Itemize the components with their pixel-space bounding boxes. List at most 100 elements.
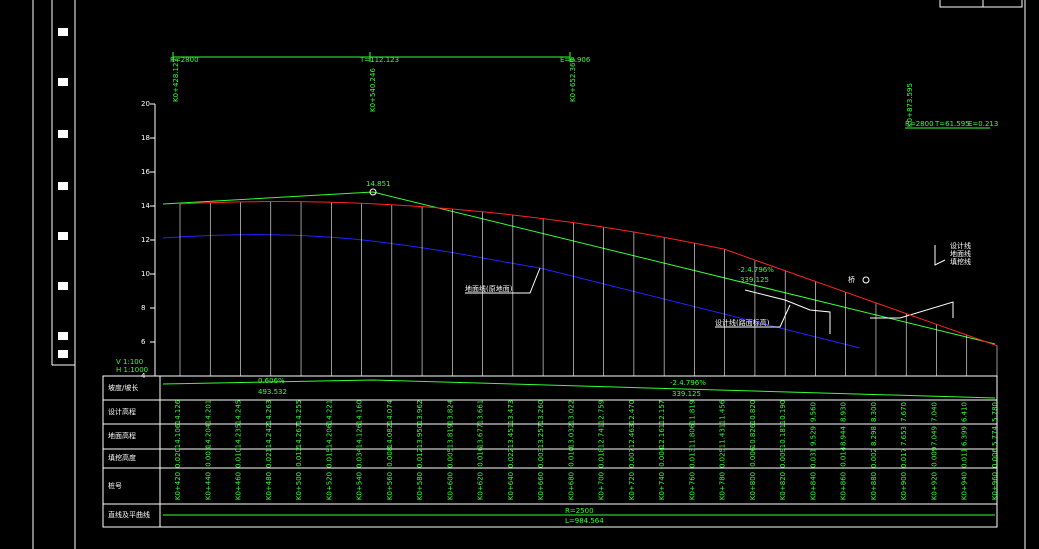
design-elevation: 13.661: [477, 400, 485, 425]
row-header: 坡度/坡长: [108, 383, 138, 392]
ground-elevation: 13.032: [567, 424, 575, 449]
station: K0+460: [235, 472, 243, 500]
fill-height: 0.010: [235, 448, 243, 468]
ground-elevation: 12.161: [658, 424, 666, 449]
ground-elevation: 11.431: [719, 424, 727, 449]
curve-text: T=61.595: [934, 120, 970, 128]
fill-height: 0.012: [416, 448, 424, 468]
scale-note: V 1:100: [116, 358, 143, 366]
grade: -2.4.796%: [670, 379, 706, 387]
alignment: L=984.564: [565, 517, 604, 525]
design-elevation: 6.410: [961, 402, 969, 422]
ground-detail: [744, 289, 831, 334]
station: K0+960: [991, 472, 999, 500]
axis-label: 12: [141, 236, 150, 244]
alignment: R=2500: [565, 507, 594, 515]
fill-height: 0.005: [446, 448, 454, 468]
fill-height: -0.012: [295, 447, 303, 470]
ground-elevation: 14.242: [265, 424, 273, 449]
design-elevation: 13.473: [507, 400, 515, 425]
ground-elevation: 7.653: [900, 426, 908, 446]
annotation: 339.125: [740, 276, 769, 284]
curve-text: R=2800: [170, 56, 199, 64]
ground-elevation: 8.944: [840, 425, 848, 446]
station: K0+520: [325, 472, 333, 500]
station: K0+600: [446, 472, 454, 500]
legend-entry: 地面线: [950, 249, 971, 258]
station: K0+740: [658, 472, 666, 500]
station: K0+820: [779, 472, 787, 500]
ground-elevation: 13.950: [416, 424, 424, 449]
design-elevation: 10.820: [749, 400, 757, 425]
design-elevation: 12.759: [598, 400, 606, 425]
grade: 493.532: [258, 388, 287, 396]
ground-elevation: 8.298: [870, 426, 878, 446]
fill-height: 0.003: [537, 448, 545, 468]
fill-height: -0.006: [749, 446, 757, 469]
summit: 14.851: [366, 180, 391, 188]
design-elevation: 14.160: [356, 400, 364, 425]
station: K0+760: [688, 472, 696, 500]
station: K0+780: [719, 472, 727, 500]
design-elevation: 8.930: [840, 402, 848, 422]
annotation: 地面线(原地面): [465, 284, 513, 293]
ground-elevation: 14.126: [356, 423, 364, 448]
design-elevation: 8.300: [870, 402, 878, 422]
axis-label: 10: [141, 270, 150, 278]
curve-text: R=2800: [905, 120, 934, 128]
fill-height: -0.008: [386, 447, 394, 470]
station: K0+680: [567, 472, 575, 500]
ground-elevation: 11.806: [688, 423, 696, 448]
table: [102, 375, 998, 528]
legend-entry: 填挖线: [950, 257, 971, 266]
design-elevation: 14.126: [174, 399, 182, 424]
station: K0+640: [507, 472, 515, 500]
fill-height: -0.004: [658, 446, 666, 469]
design-elevation: 14.201: [204, 400, 212, 425]
station: K0+700: [598, 472, 606, 500]
legend-entry: 设计线: [950, 241, 971, 250]
station: K0+560: [386, 472, 394, 500]
station: K0+420: [174, 472, 182, 500]
design-elevation: 13.962: [416, 400, 424, 425]
station: K0+580: [416, 472, 424, 500]
ground-elevation: 13.257: [537, 424, 545, 449]
axis-label: 16: [141, 168, 150, 176]
station: K0+540: [356, 472, 364, 500]
design-elevation: 10.190: [779, 400, 787, 425]
fill-height: 0.018: [598, 448, 606, 468]
axis-label: 6: [141, 338, 146, 346]
design-elevation: 7.670: [900, 402, 908, 422]
ground-elevation: 10.826: [749, 423, 757, 448]
fill-height: 0.015: [325, 448, 333, 468]
station-note: K0+540.246: [369, 68, 377, 112]
fill-height: -0.003: [204, 447, 212, 470]
station-note: K0+873.595: [906, 83, 914, 127]
station: K0+480: [265, 472, 273, 500]
annotation: -2.4.796%: [738, 266, 774, 274]
fill-height: 0.007: [628, 448, 636, 468]
ground-elevation: 13.677: [477, 424, 485, 449]
row-header: 地面高程: [108, 431, 136, 440]
bridge-marker: [862, 276, 870, 284]
station: K0+800: [749, 472, 757, 500]
design-elevation: 12.470: [628, 400, 636, 425]
scale-note: H 1:1000: [116, 366, 148, 374]
design-elevation: 14.255: [295, 400, 303, 425]
station: K0+440: [204, 472, 212, 500]
station: K0+500: [295, 472, 303, 500]
grade: 339.125: [672, 390, 701, 398]
ground-elevation: 9.529: [809, 426, 817, 446]
fill-height: 0.009: [779, 448, 787, 468]
summit-marker: [369, 188, 377, 196]
station: K0+620: [477, 472, 485, 500]
ground-elevation: 7.049: [930, 426, 938, 446]
ground-detail: [870, 301, 954, 319]
tangent-line: [162, 191, 996, 345]
side-labels: [58, 28, 68, 358]
fill-height: -0.009: [930, 447, 938, 470]
ground-elevation: 12.463: [628, 424, 636, 449]
design-elevation: 14.263: [265, 400, 273, 425]
axis-label: 18: [141, 134, 150, 142]
